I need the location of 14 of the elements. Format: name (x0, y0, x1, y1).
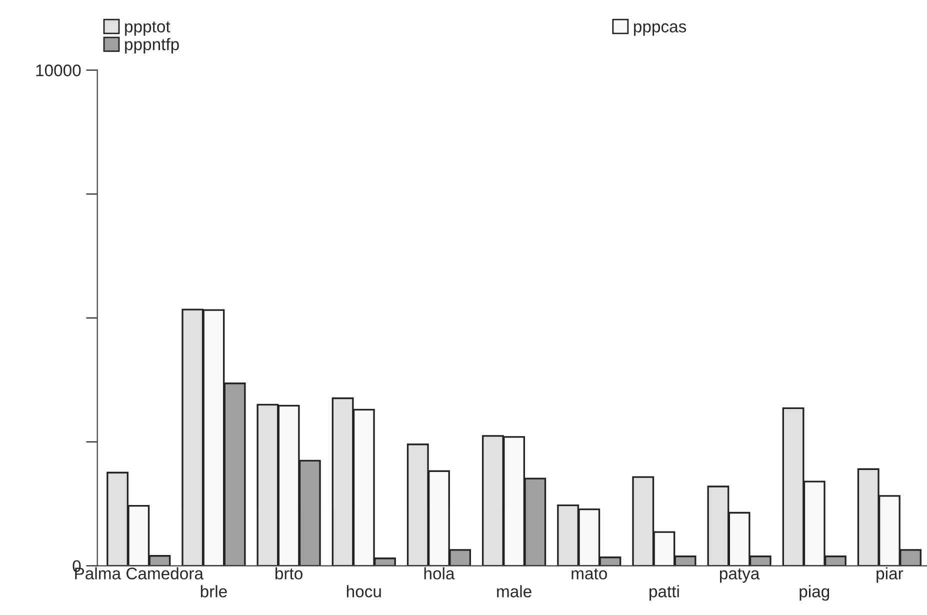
x-tick-label: mato (572, 568, 607, 580)
x-tick-label: brto (276, 567, 302, 580)
x-tick-label: brle (200, 585, 227, 598)
legend-label: pppntfp (125, 38, 179, 54)
x-tick-label: male (497, 585, 532, 598)
x-tick-label: patya (720, 568, 760, 583)
x-tick-label: hocu (346, 585, 381, 598)
x-tick-label: piar (876, 567, 904, 583)
legend-label: pppcas (634, 23, 686, 36)
x-tick-label: piag (800, 585, 830, 601)
y-tick-label: 10000 (36, 64, 81, 76)
x-tick-label: patti (650, 585, 679, 601)
x-tick-label: hola (424, 567, 455, 580)
legend-label: ppptot (125, 22, 170, 36)
